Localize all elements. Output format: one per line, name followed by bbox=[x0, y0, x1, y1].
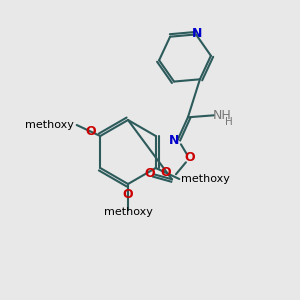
Text: O: O bbox=[85, 125, 96, 138]
Text: H: H bbox=[225, 117, 233, 127]
Text: N: N bbox=[192, 27, 202, 40]
Text: O: O bbox=[184, 151, 195, 164]
Text: O: O bbox=[160, 166, 171, 179]
Text: methoxy: methoxy bbox=[25, 120, 74, 130]
Text: O: O bbox=[145, 167, 155, 180]
Text: NH: NH bbox=[212, 109, 231, 122]
Text: methoxy: methoxy bbox=[103, 207, 152, 217]
Text: N: N bbox=[169, 134, 179, 147]
Text: methoxy: methoxy bbox=[181, 174, 230, 184]
Text: O: O bbox=[123, 188, 133, 202]
